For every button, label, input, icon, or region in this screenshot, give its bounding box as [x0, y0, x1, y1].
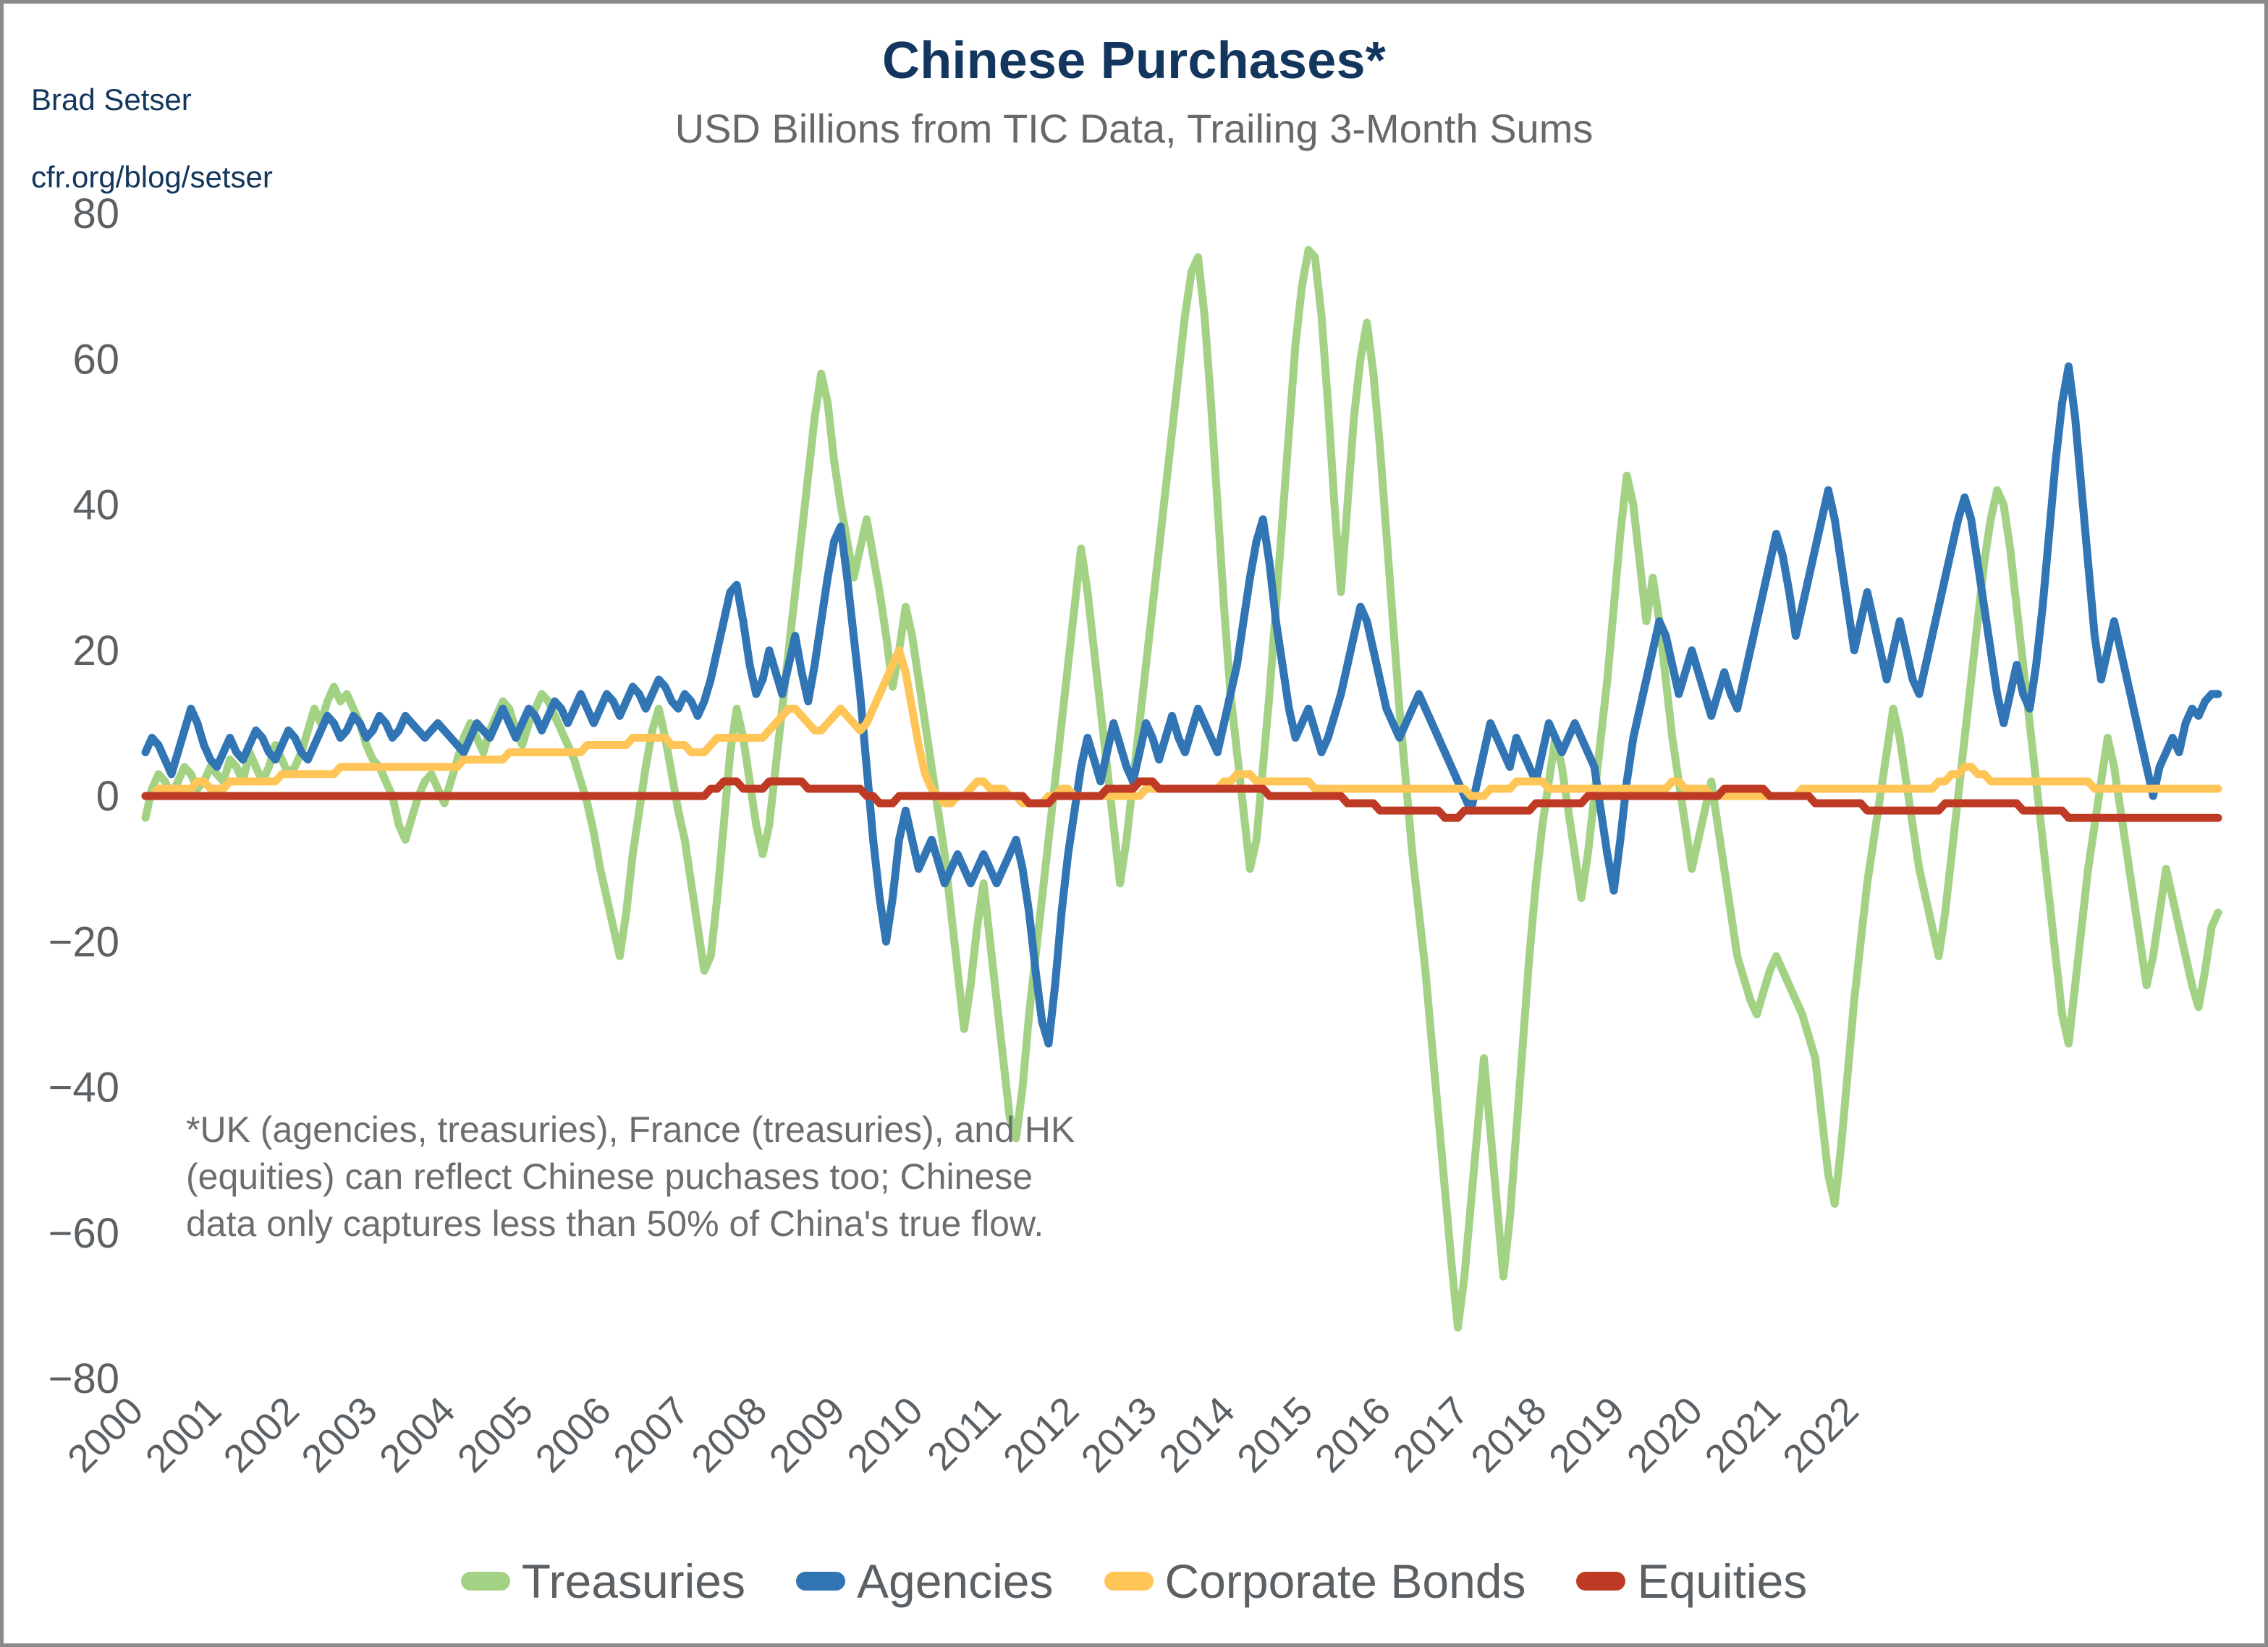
x-axis-tick-label: 2012 [995, 1389, 1087, 1481]
x-axis-tick-label: 2009 [761, 1389, 853, 1481]
legend-item-agencies[interactable]: Agencies [796, 1554, 1054, 1609]
y-axis-tick-label: −60 [48, 1210, 119, 1257]
legend-swatch-icon [1104, 1572, 1154, 1591]
y-axis-tick-label: 40 [72, 482, 119, 529]
y-axis-tick-label: 80 [72, 190, 119, 237]
byline: Brad Setser cfr.org/blog/setser [31, 41, 273, 236]
x-axis-tick-label: 2020 [1619, 1389, 1711, 1481]
x-axis-tick-label: 2015 [1229, 1389, 1321, 1481]
plot-area: 80 60 40 20 0 −20 −40 −60 −80 2000 2001 2002 2003 200… [4, 4, 2264, 1643]
x-axis-tick-label: 2003 [293, 1389, 385, 1481]
legend-label: Corporate Bonds [1164, 1554, 1526, 1608]
y-axis-tick-label: −20 [48, 918, 119, 965]
chart-title: Chinese Purchases* [882, 32, 1386, 90]
x-axis-tick-label: 2010 [839, 1389, 931, 1481]
x-axis-tick-label: 2006 [528, 1389, 619, 1481]
legend-swatch-icon [796, 1572, 845, 1591]
footnote-line-2: (equities) can reflect Chinese puchases … [186, 1156, 1033, 1197]
chart-legend: Treasuries Agencies Corporate Bonds Equitie… [4, 1554, 2264, 1609]
y-axis-tick-label: 20 [72, 627, 119, 674]
y-axis-tick-label: 60 [72, 336, 119, 383]
x-axis-tick-label: 2002 [216, 1389, 308, 1481]
x-axis-tick-label: 2007 [605, 1389, 697, 1481]
legend-label: Agencies [857, 1554, 1054, 1608]
x-axis-tick-label: 2014 [1151, 1389, 1243, 1481]
series-group [141, 245, 2222, 1332]
line-chart: 806040200−20−40−60−802000200120022003200… [48, 190, 2222, 1481]
legend-swatch-icon [460, 1572, 510, 1591]
legend-item-equities[interactable]: Equities [1576, 1554, 1807, 1609]
x-axis-tick-label: 2022 [1774, 1389, 1866, 1481]
x-axis: 2000200120022003200420052006200720082009… [59, 1389, 1867, 1481]
y-axis-tick-label: 0 [96, 773, 119, 820]
series-line-agencies [141, 362, 2222, 1048]
x-axis-tick-label: 2017 [1385, 1389, 1477, 1481]
x-axis-tick-label: 2021 [1697, 1389, 1789, 1481]
byline-site: cfr.org/blog/setser [31, 160, 273, 195]
y-axis-tick-label: −80 [48, 1355, 119, 1402]
footnote-line-3: data only captures less than 50% of Chin… [186, 1203, 1044, 1244]
x-axis-tick-label: 2004 [371, 1389, 463, 1481]
x-axis-tick-label: 2011 [919, 1389, 1010, 1479]
chart-subtitle: USD Billions from TIC Data, Trailing 3-M… [674, 106, 1594, 151]
x-axis-tick-label: 2016 [1307, 1389, 1399, 1481]
x-axis-tick-label: 2013 [1073, 1389, 1165, 1481]
x-axis-tick-label: 2019 [1541, 1389, 1633, 1481]
series-line-equities [141, 777, 2222, 822]
legend-label: Treasuries [521, 1554, 745, 1608]
x-axis-tick-label: 2008 [683, 1389, 775, 1481]
footnote: *UK (agencies, treasuries), France (trea… [186, 1106, 1112, 1248]
x-axis-tick-label: 2001 [137, 1389, 229, 1481]
legend-item-corporate-bonds[interactable]: Corporate Bonds [1104, 1554, 1526, 1609]
y-axis: 80 60 40 20 0 −20 −40 −60 −80 [48, 190, 119, 1402]
x-axis-tick-label: 2018 [1463, 1389, 1554, 1481]
legend-swatch-icon [1576, 1572, 1626, 1591]
footnote-line-1: *UK (agencies, treasuries), France (trea… [186, 1109, 1075, 1150]
x-axis-tick-label: 2005 [449, 1389, 541, 1481]
byline-author: Brad Setser [31, 82, 192, 117]
y-axis-tick-label: −40 [48, 1064, 119, 1112]
legend-item-treasuries[interactable]: Treasuries [460, 1554, 745, 1609]
legend-label: Equities [1637, 1554, 1808, 1608]
x-axis-tick-label: 2000 [59, 1389, 151, 1481]
